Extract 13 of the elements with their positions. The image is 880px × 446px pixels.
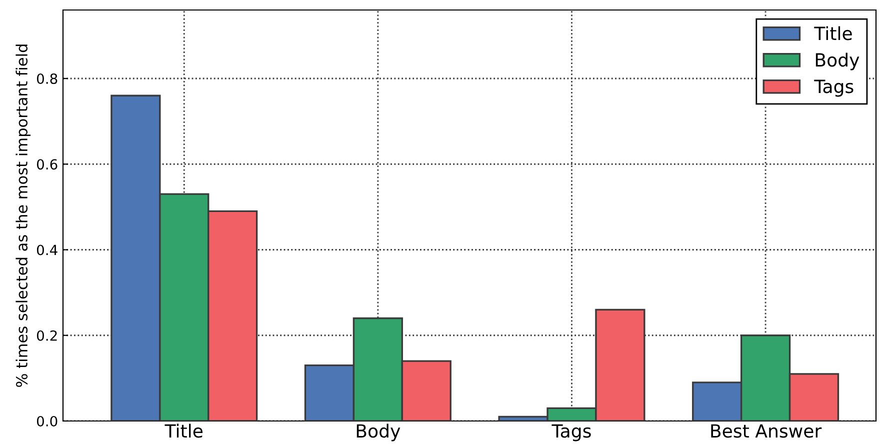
x-tick-label: Body	[356, 424, 400, 442]
legend-label: Title	[814, 26, 852, 40]
x-tick-label: Title	[164, 424, 203, 438]
y-tick-label: 0.6	[36, 159, 58, 170]
y-tick-label: 0.8	[36, 73, 58, 84]
legend-label: Body	[816, 52, 860, 70]
y-tick-label: 0.2	[36, 330, 57, 341]
x-tick-label: Best Answer	[711, 424, 822, 438]
x-tick-label: Tags	[552, 424, 591, 442]
y-tick-label: 0.4	[36, 244, 58, 256]
y-axis-title: % times selected as the most important field	[16, 44, 30, 387]
legend-label: Tags	[814, 80, 854, 97]
y-tick-label: 0.0	[36, 416, 58, 426]
